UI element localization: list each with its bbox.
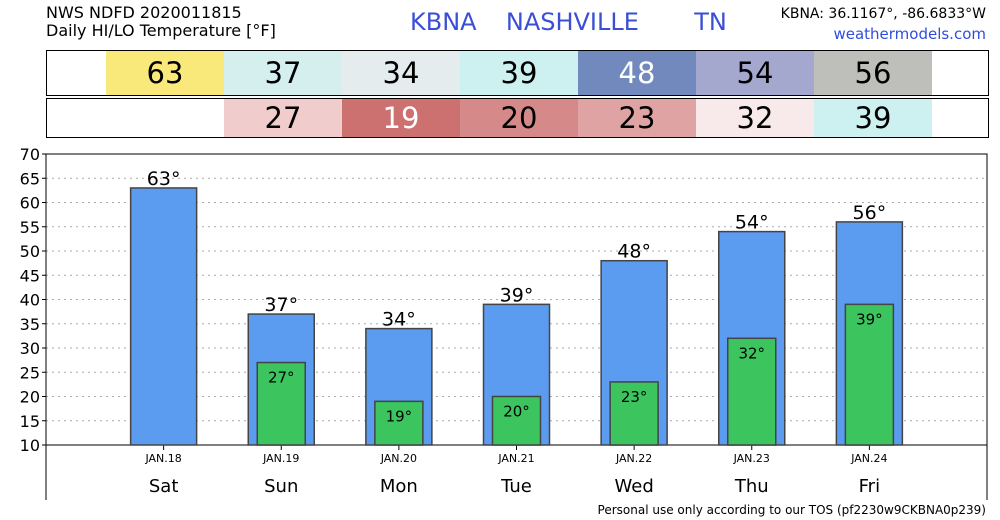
y-tick-label: 10 [20,436,40,455]
y-tick-label: 70 [20,145,40,164]
x-date-label: JAN.20 [380,452,417,465]
low-temp-bar [727,337,777,446]
high-temp-label: 39° [500,284,534,306]
station-title: KBNA NASHVILLE TN [410,8,727,36]
station-city: NASHVILLE [505,8,639,36]
low-temp-label: 27° [268,369,295,387]
station-id: KBNA [410,8,477,36]
high-temp-cell: 54 [696,51,814,95]
low-temp-label: 32° [738,344,765,362]
low-temp-bar [609,381,659,446]
high-temp-cell: 63 [106,51,224,95]
low-temp-cell: 20 [460,99,578,137]
model-run-label: NWS NDFD 2020011815 [46,3,242,22]
low-temp-cell: 27 [224,99,342,137]
chart-header-left: NWS NDFD 2020011815 Daily HI/LO Temperat… [46,4,276,40]
y-tick-label: 40 [20,291,40,310]
daily-high-strip: 63 37 34 39 48 54 56 [46,50,989,96]
high-temp-label: 56° [853,202,887,224]
low-temp-cell: 19 [342,99,460,137]
low-temp-bar [256,361,306,446]
y-tick-label: 50 [20,242,40,261]
x-day-label: Sat [149,476,179,497]
low-temp-bar [844,303,895,446]
low-temp-label: 39° [856,310,883,328]
high-temp-cell: 37 [224,51,342,95]
high-temp-label: 34° [382,309,416,331]
high-temp-cell: 48 [578,51,696,95]
x-day-label: Tue [500,476,532,497]
station-state: TN [694,8,727,36]
low-temp-cell: 32 [696,99,814,137]
low-temp-cell: 39 [814,99,932,137]
x-date-label: JAN.19 [262,452,299,465]
x-date-label: JAN.22 [615,452,652,465]
high-temp-label: 48° [617,241,651,263]
low-temp-cell: 23 [578,99,696,137]
y-tick-label: 20 [20,388,40,407]
y-tick-label: 35 [20,315,40,334]
x-day-label: Wed [615,476,654,497]
high-temp-label: 37° [264,294,298,316]
y-tick-label: 55 [20,218,40,237]
chart-header-right: KBNA: 36.1167°, -86.6833°W weathermodels… [781,4,986,44]
low-temp-label: 20° [503,403,530,421]
high-temp-cell: 56 [814,51,932,95]
low-temp-bar [491,395,542,446]
x-date-label: JAN.18 [144,452,181,465]
y-tick-label: 45 [20,266,40,285]
x-day-label: Thu [734,476,769,497]
low-temp-cell [106,99,224,137]
y-tick-label: 25 [20,363,40,382]
low-temp-label: 19° [386,407,413,425]
high-temp-bar [129,187,198,446]
high-temp-cell: 34 [342,51,460,95]
y-tick-label: 60 [20,194,40,213]
site-link[interactable]: weathermodels.com [833,25,986,43]
station-coordinates: KBNA: 36.1167°, -86.6833°W [780,6,986,22]
daily-low-strip: 27 19 20 23 32 39 [46,98,989,138]
low-temp-label: 23° [621,388,648,406]
product-label: Daily HI/LO Temperature [°F] [46,21,276,40]
high-temp-label: 63° [147,168,181,190]
x-day-label: Sun [264,476,298,497]
high-temp-label: 54° [735,212,769,234]
y-tick-label: 15 [20,412,40,431]
x-day-label: Fri [859,476,880,497]
x-date-label: JAN.24 [850,452,887,465]
footer-note: Personal use only according to our TOS (… [597,503,986,517]
x-day-label: Mon [380,476,418,497]
y-tick-label: 65 [20,169,40,188]
low-temp-bar [374,400,424,446]
x-date-label: JAN.21 [497,452,534,465]
y-tick-label: 30 [20,339,40,358]
high-temp-cell: 39 [460,51,578,95]
x-date-label: JAN.23 [733,452,770,465]
